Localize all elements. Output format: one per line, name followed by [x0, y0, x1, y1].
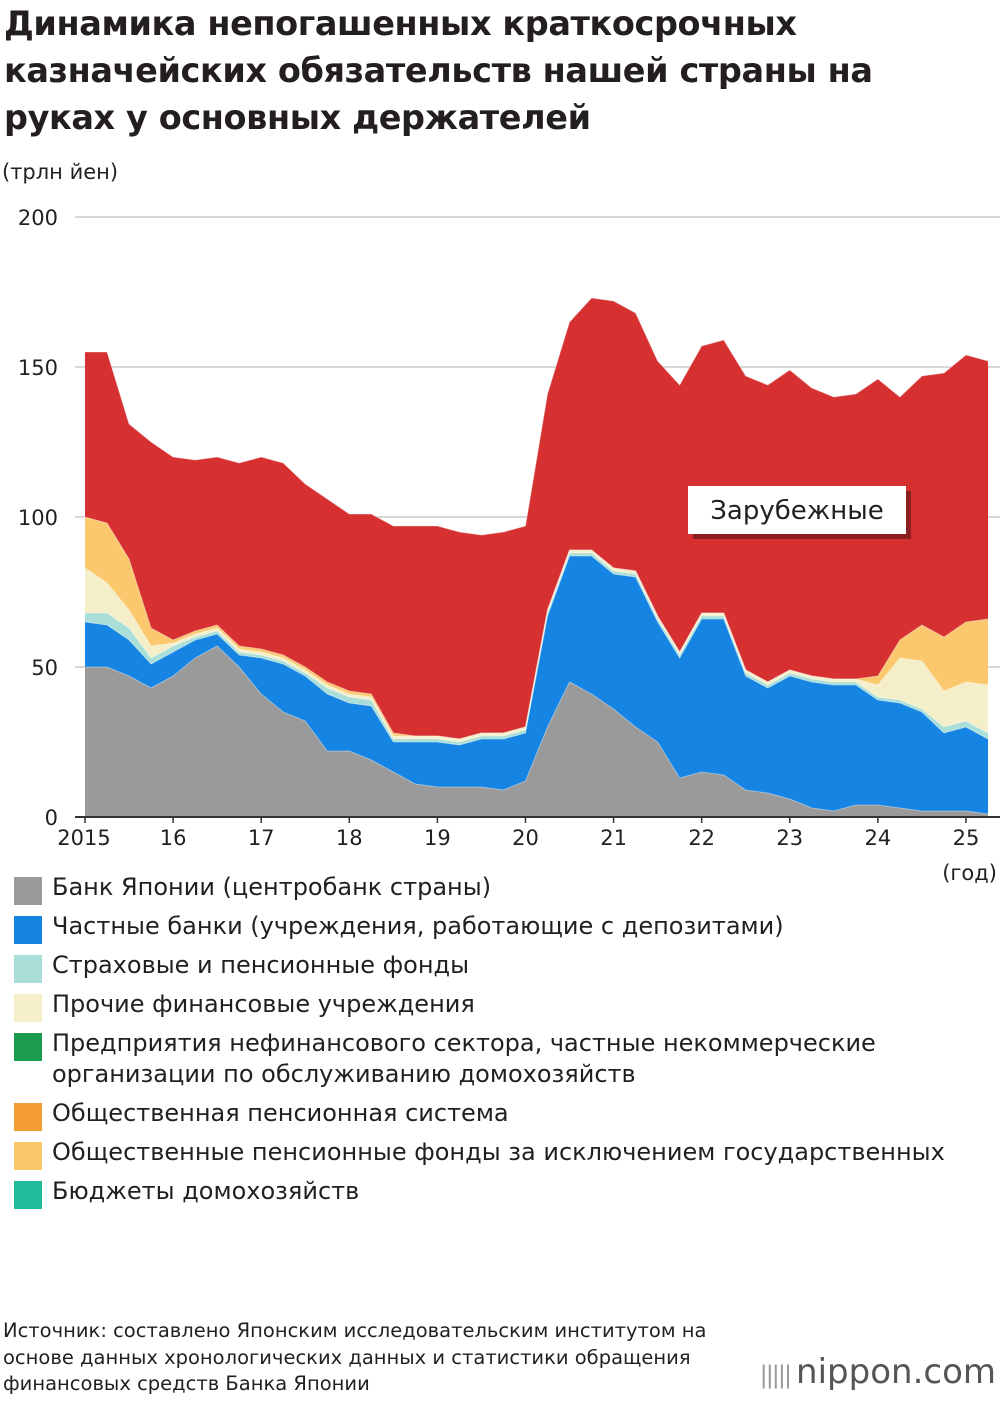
x-tick-label: 25	[953, 826, 980, 850]
x-tick-label: 21	[600, 826, 627, 850]
logo-name: nippon	[796, 1352, 913, 1392]
area-series-зарубежные	[85, 298, 988, 739]
x-tick-label: 2015	[57, 826, 110, 850]
y-tick-label: 100	[18, 506, 58, 530]
legend-swatch	[14, 994, 42, 1022]
legend: Банк Японии (центробанк страны) Частные …	[14, 872, 994, 1215]
legend-label: Предприятия нефинансового сектора, частн…	[52, 1029, 876, 1088]
series-boundary-line	[84, 516, 989, 740]
legend-label: Банк Японии (центробанк страны)	[52, 873, 492, 901]
legend-swatch	[14, 877, 42, 905]
x-tick-label: 20	[512, 826, 539, 850]
nippon-logo: ||||| nippon.com	[760, 1352, 996, 1395]
x-tick-label: 18	[336, 826, 363, 850]
x-tick-label: 17	[248, 826, 275, 850]
annotation-label-overseas: Зарубежные	[710, 496, 883, 526]
legend-label: Частные банки (учреждения, работающие с …	[52, 912, 784, 940]
legend-label: Общественные пенсионные фонды за исключе…	[52, 1138, 945, 1166]
stacked-area-chart: 0 50 100 150 200 2015 16 17 18 19 20 21 22 23 24 25 Зар…	[18, 206, 1000, 850]
legend-item-boj: Банк Японии (центробанк страны)	[14, 872, 994, 905]
legend-label: Прочие финансовые учреждения	[52, 990, 475, 1018]
legend-label: Страховые и пенсионные фонды	[52, 951, 470, 979]
legend-item-non-financial-corporates: Предприятия нефинансового сектора, частн…	[14, 1028, 994, 1090]
legend-item-public-pension-system: Общественная пенсионная система	[14, 1098, 994, 1131]
legend-swatch	[14, 1142, 42, 1170]
series-boundary-line	[85, 297, 989, 536]
y-unit-label: (трлн йен)	[2, 160, 119, 184]
x-tick-label: 16	[160, 826, 187, 850]
legend-swatch	[14, 916, 42, 944]
x-tick-label: 19	[424, 826, 451, 850]
y-tick-label: 0	[45, 806, 58, 830]
series-boundary-line	[85, 552, 989, 743]
axes: 0 50 100 150 200 2015 16 17 18 19 20 21 22 23 24 25	[18, 206, 1000, 850]
y-tick-label: 150	[18, 356, 58, 380]
legend-swatch	[14, 1033, 42, 1061]
x-tick-label: 24	[865, 826, 892, 850]
legend-swatch	[14, 1181, 42, 1209]
source-note: Источник: составлено Японским исследоват…	[3, 1319, 707, 1395]
series-areas	[84, 297, 989, 817]
legend-item-insurance-pension: Страховые и пенсионные фонды	[14, 950, 994, 983]
y-tick-label: 50	[31, 656, 58, 680]
legend-item-other-financial: Прочие финансовые учреждения	[14, 989, 994, 1022]
legend-swatch	[14, 1103, 42, 1131]
annotation-box	[688, 486, 906, 534]
x-tick-label: 22	[688, 826, 715, 850]
legend-label: Общественная пенсионная система	[52, 1099, 509, 1127]
series-boundary-line	[84, 549, 989, 740]
legend-label: Бюджеты домохозяйств	[52, 1177, 360, 1205]
logo-bars-icon: |||||	[759, 1361, 792, 1389]
y-tick-label: 200	[18, 206, 58, 230]
legend-item-public-pension-funds: Общественные пенсионные фонды за исключе…	[14, 1137, 994, 1170]
logo-suffix: .com	[912, 1352, 996, 1392]
area-series-банк	[85, 646, 988, 817]
legend-item-private-banks: Частные банки (учреждения, работающие с …	[14, 911, 994, 944]
chart-title: Динамика непогашенных краткосрочных казн…	[4, 4, 873, 137]
x-tick-label: 23	[776, 826, 803, 850]
area-series-частные	[85, 556, 988, 814]
x-unit-label: (год)	[942, 861, 997, 885]
annotations: Зарубежные	[688, 486, 911, 539]
series-boundary-line	[84, 555, 989, 746]
legend-item-households: Бюджеты домохозяйств	[14, 1176, 994, 1209]
legend-swatch	[14, 955, 42, 983]
series-boundary-line	[85, 645, 989, 815]
